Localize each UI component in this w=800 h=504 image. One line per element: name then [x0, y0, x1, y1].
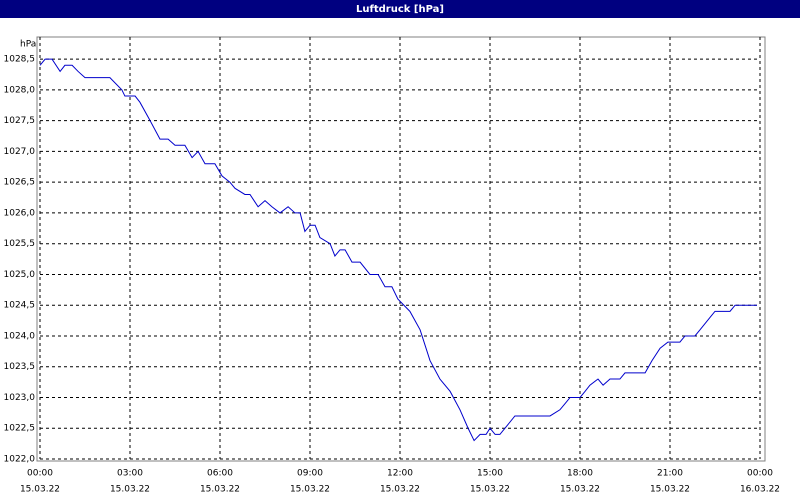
x-tick-date: 15.03.22: [290, 485, 330, 495]
x-tick-label: 06:00: [207, 469, 233, 479]
title-bar: [0, 0, 800, 18]
data-line: [39, 58, 757, 442]
x-tick-label: 18:00: [567, 469, 593, 479]
x-tick-date: 16.03.22: [740, 485, 780, 495]
y-tick-label: 1022,5: [4, 424, 36, 434]
y-tick-label: 1024,0: [4, 331, 36, 341]
y-tick-label: 1022,0: [4, 455, 36, 465]
x-tick-date: 15.03.22: [380, 485, 420, 495]
x-tick-date: 15.03.22: [560, 485, 600, 495]
x-tick-date: 15.03.22: [470, 485, 510, 495]
y-tick-label: 1028,5: [4, 55, 36, 65]
y-tick-label: 1027,0: [4, 147, 36, 157]
x-tick-date: 15.03.22: [650, 485, 690, 495]
chart-title: Luftdruck [hPa]: [356, 4, 444, 15]
x-tick-date: 15.03.22: [20, 485, 60, 495]
y-tick-label: 1025,5: [4, 239, 36, 249]
x-tick-label: 15:00: [477, 469, 503, 479]
x-tick-date: 15.03.22: [200, 485, 240, 495]
y-tick-label: 1026,0: [4, 208, 36, 218]
x-tick-date: 15.03.22: [110, 485, 150, 495]
x-tick-label: 00:00: [747, 469, 773, 479]
y-tick-label: 1025,0: [4, 270, 36, 280]
y-tick-label: 1023,5: [4, 362, 36, 372]
x-tick-label: 03:00: [117, 469, 143, 479]
y-tick-label: 1028,0: [4, 85, 36, 95]
y-unit: hPa: [20, 40, 36, 50]
plot-frame: [36, 36, 766, 462]
y-tick-label: 1027,5: [4, 116, 36, 126]
y-tick-label: 1023,0: [4, 393, 36, 403]
y-tick-label: 1024,5: [4, 301, 36, 311]
x-tick-label: 00:00: [27, 469, 53, 479]
x-tick-label: 12:00: [387, 469, 413, 479]
x-tick-label: 09:00: [297, 469, 323, 479]
y-tick-label: 1026,5: [4, 178, 36, 188]
x-tick-label: 21:00: [657, 469, 683, 479]
